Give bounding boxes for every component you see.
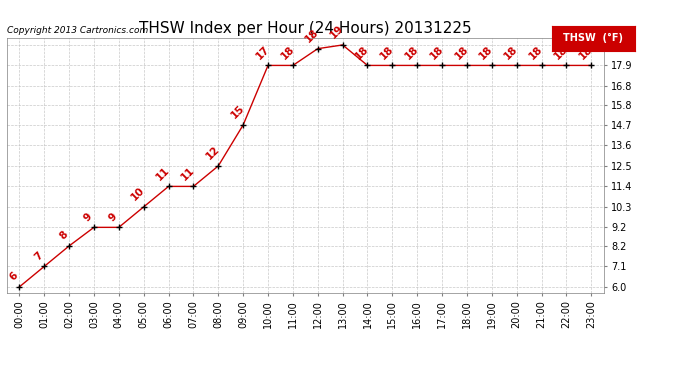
Text: 6: 6 bbox=[8, 270, 20, 283]
Text: 9: 9 bbox=[82, 211, 95, 223]
Text: THSW  (°F): THSW (°F) bbox=[564, 33, 623, 44]
Text: 8: 8 bbox=[57, 230, 70, 242]
Text: 18: 18 bbox=[428, 44, 445, 61]
Text: 19: 19 bbox=[328, 24, 346, 41]
Text: 18: 18 bbox=[577, 44, 594, 61]
Text: 15: 15 bbox=[229, 104, 246, 121]
Text: 18: 18 bbox=[477, 44, 495, 61]
Text: 12: 12 bbox=[204, 144, 221, 162]
Text: 11: 11 bbox=[155, 165, 172, 182]
Text: 17: 17 bbox=[254, 44, 271, 61]
Text: 18: 18 bbox=[304, 27, 321, 45]
Text: 18: 18 bbox=[353, 44, 371, 61]
Text: 18: 18 bbox=[453, 44, 470, 61]
Text: 18: 18 bbox=[378, 44, 395, 61]
Text: 18: 18 bbox=[279, 44, 296, 61]
Text: 10: 10 bbox=[130, 185, 147, 203]
Text: 11: 11 bbox=[179, 165, 197, 182]
Text: Copyright 2013 Cartronics.com: Copyright 2013 Cartronics.com bbox=[7, 26, 148, 35]
Text: 9: 9 bbox=[107, 211, 119, 223]
Text: 18: 18 bbox=[403, 44, 420, 61]
Text: 18: 18 bbox=[527, 44, 544, 61]
Title: THSW Index per Hour (24 Hours) 20131225: THSW Index per Hour (24 Hours) 20131225 bbox=[139, 21, 472, 36]
Text: 18: 18 bbox=[552, 44, 569, 61]
Text: 18: 18 bbox=[502, 44, 520, 61]
Text: 7: 7 bbox=[32, 250, 45, 262]
